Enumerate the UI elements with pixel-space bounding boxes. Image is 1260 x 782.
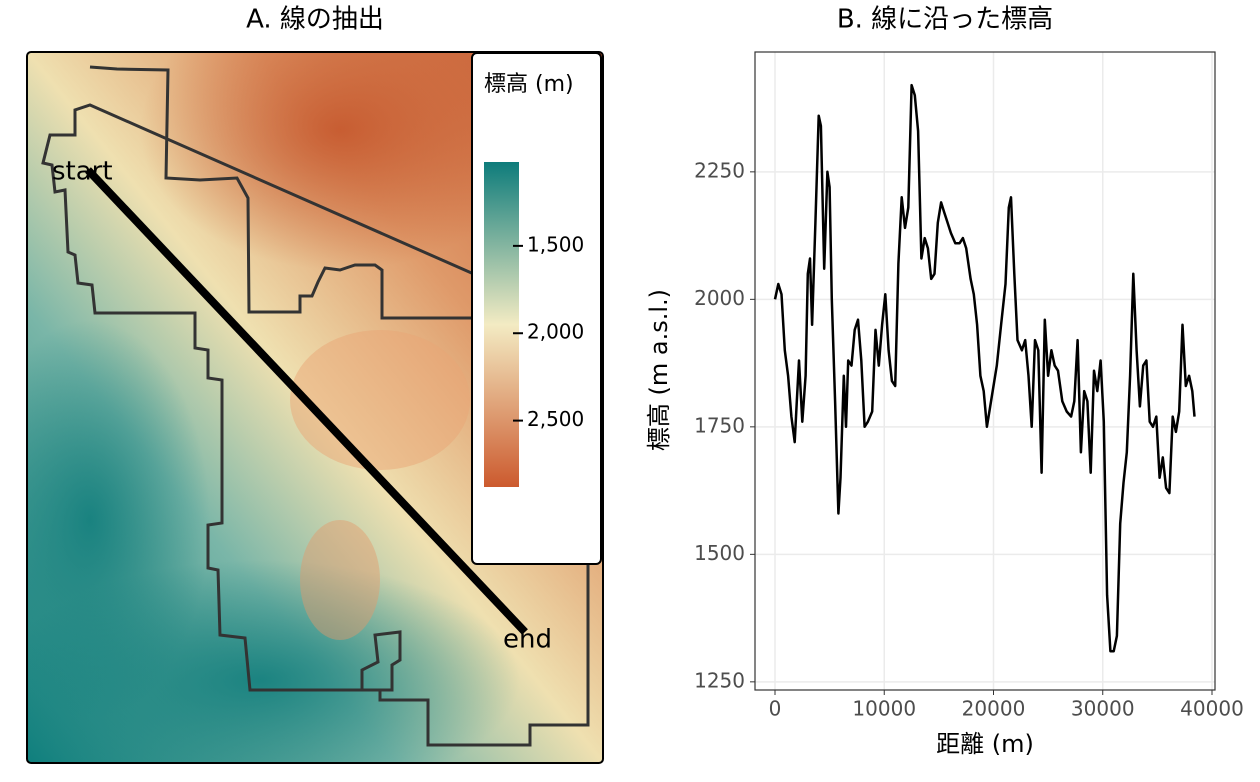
colorbar-tick-label: 1,500 bbox=[527, 232, 584, 256]
map-title: A. 線の抽出 bbox=[246, 5, 384, 35]
start-label: start bbox=[52, 157, 113, 187]
colorbar bbox=[484, 162, 519, 487]
map-frame bbox=[26, 51, 604, 764]
y-tick-label: 2000 bbox=[694, 286, 745, 310]
y-tick-label: 1750 bbox=[694, 413, 745, 437]
plot-frame bbox=[754, 51, 1216, 691]
transect-line bbox=[85, 167, 528, 635]
end-label: end bbox=[503, 625, 552, 655]
colorbar-tick-label: 2,000 bbox=[527, 320, 584, 344]
elevation-line bbox=[773, 83, 1196, 653]
x-tick-label: 20000 bbox=[962, 697, 1026, 721]
x-tick-label: 30000 bbox=[1071, 697, 1135, 721]
legend-title: 標高 (m) bbox=[484, 72, 574, 97]
y-axis-title: 標高 (m a.s.l.) bbox=[645, 289, 673, 451]
y-tick-label: 1250 bbox=[694, 668, 745, 692]
boundary bbox=[41, 65, 602, 747]
x-tick-label: 40000 bbox=[1180, 697, 1244, 721]
y-tick-label: 2250 bbox=[694, 158, 745, 182]
y-tick-label: 1500 bbox=[694, 541, 745, 565]
colorbar-tick-label: 2,500 bbox=[527, 407, 584, 431]
x-tick-label: 0 bbox=[769, 697, 782, 721]
x-tick-label: 10000 bbox=[852, 697, 916, 721]
profile-title: B. 線に沿った標高 bbox=[837, 5, 1053, 35]
x-axis-title: 距離 (m) bbox=[936, 730, 1034, 758]
